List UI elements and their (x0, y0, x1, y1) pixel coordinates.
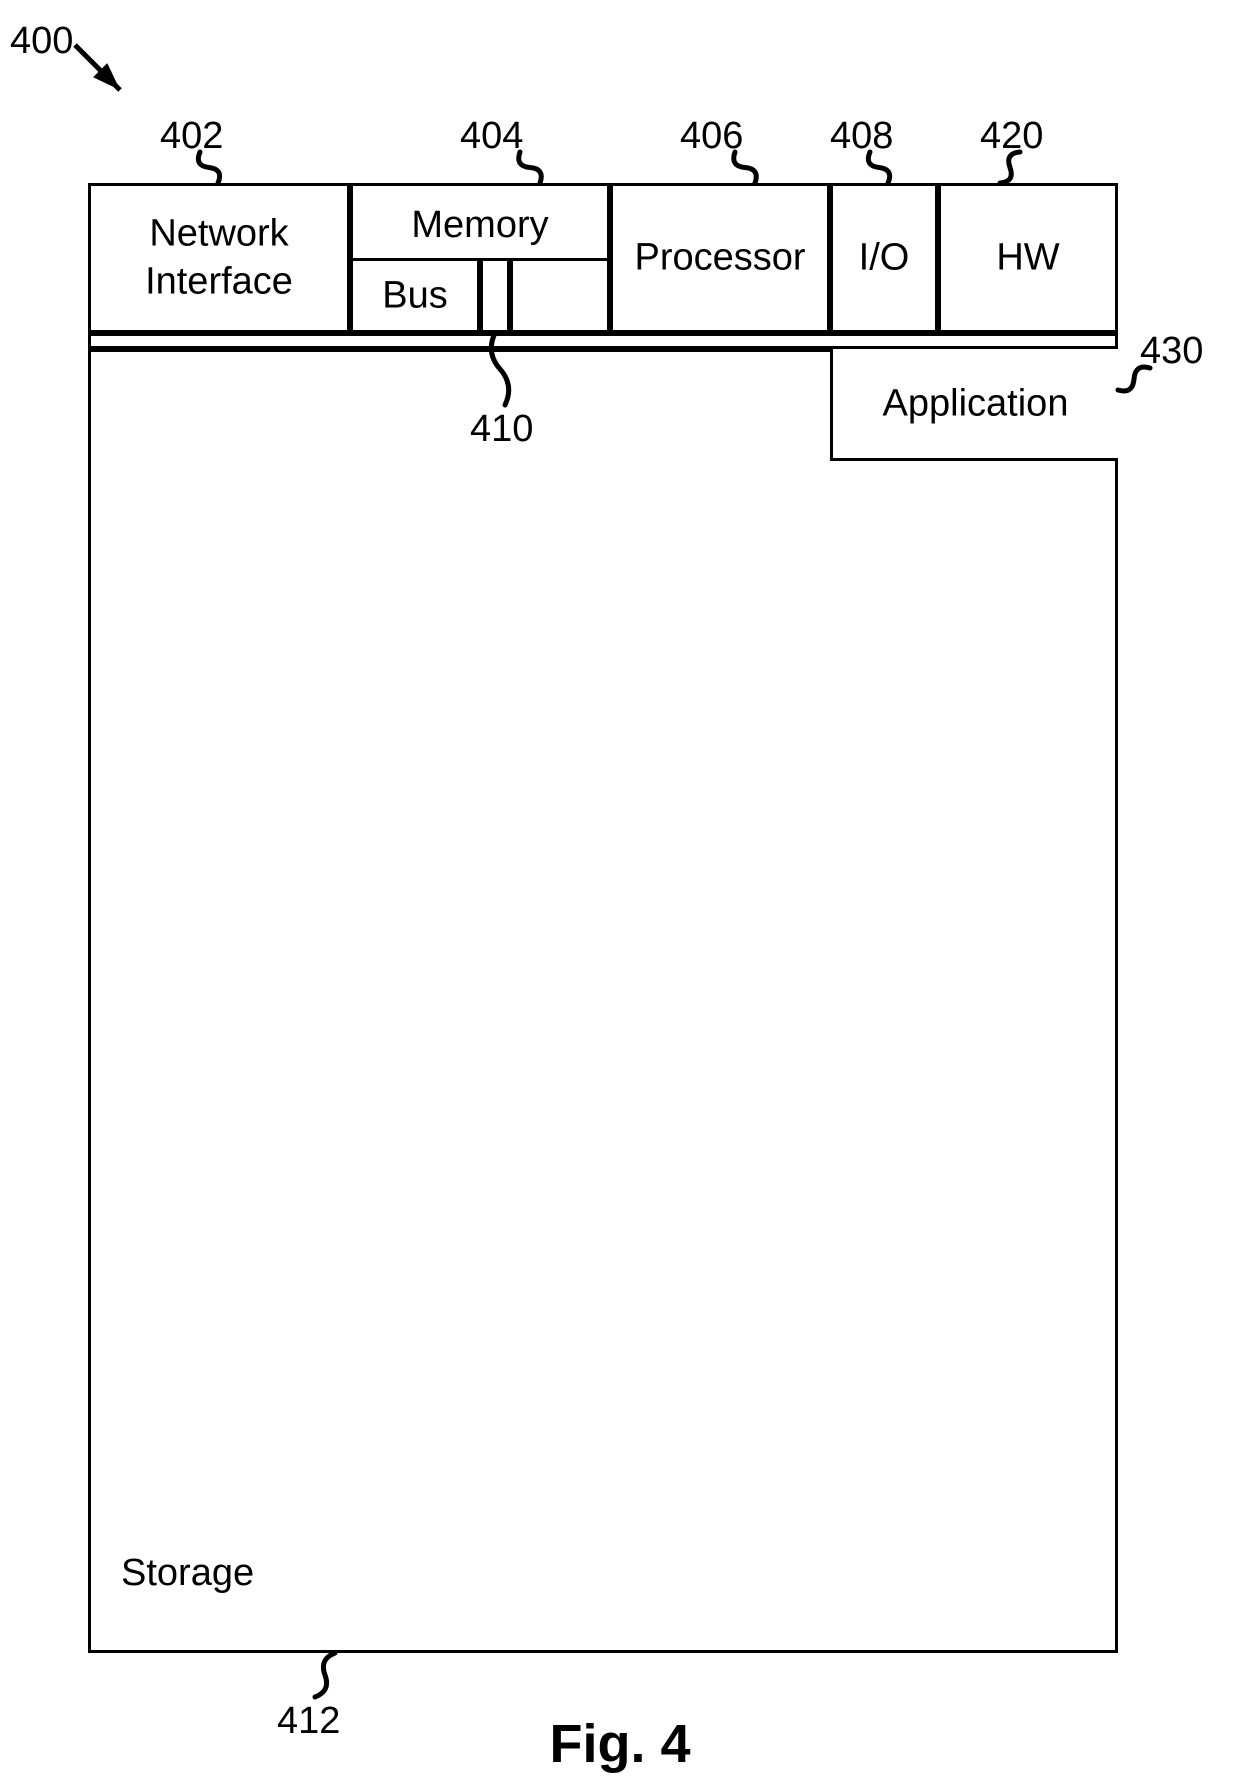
lead-430-icon (0, 0, 1240, 1789)
diagram-stage: NetworkInterface Memory Processor I/O HW… (0, 0, 1240, 1789)
figure-caption: Fig. 4 (549, 1713, 690, 1775)
